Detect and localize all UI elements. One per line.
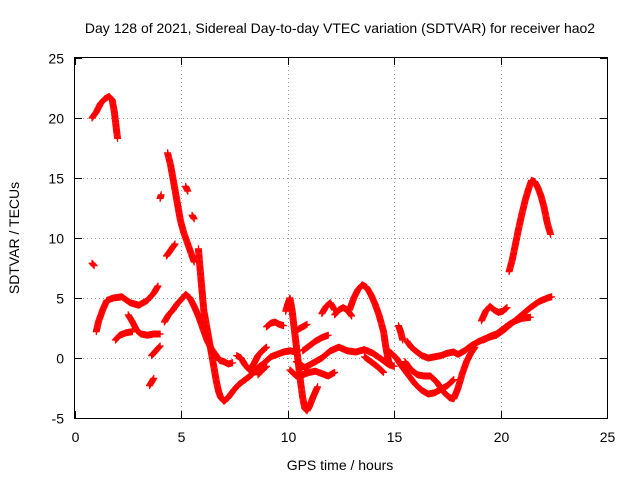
data-point xyxy=(157,191,165,199)
data-point xyxy=(324,331,332,339)
data-point xyxy=(378,367,386,375)
data-point xyxy=(156,342,164,350)
data-point xyxy=(386,361,394,369)
series-arc-11 xyxy=(164,149,198,266)
x-tick-label: 25 xyxy=(600,429,616,445)
y-tick-label: -5 xyxy=(52,411,65,427)
data-point xyxy=(263,362,271,370)
series-arc-33 xyxy=(505,176,555,276)
series-arc-4 xyxy=(111,328,136,344)
series-arc-3 xyxy=(92,282,162,336)
tick-labels: 0 5 10 15 20 25 -5 0 5 10 15 20 25 xyxy=(48,51,615,446)
data-point xyxy=(399,336,407,344)
data-point xyxy=(380,368,388,376)
series-arc-10 xyxy=(163,240,179,260)
series-arc-9 xyxy=(160,290,236,368)
series-arc-7 xyxy=(148,342,164,360)
series-arc-21 xyxy=(299,331,332,355)
series-arc-20 xyxy=(292,343,398,372)
data-point xyxy=(449,376,457,384)
grid xyxy=(75,58,607,418)
data-point xyxy=(170,242,178,250)
series-arc-32 xyxy=(480,313,534,344)
data-point xyxy=(184,187,192,195)
x-axis-title: GPS time / hours xyxy=(287,457,394,473)
series-arc-19 xyxy=(286,366,339,380)
data-point xyxy=(171,240,179,248)
series-arc-15 xyxy=(233,343,271,374)
y-tick-label: 20 xyxy=(48,111,64,127)
data-point xyxy=(347,311,355,319)
series-arc-12 xyxy=(182,182,192,195)
y-axis-title: SDTVAR / TECUs xyxy=(6,182,22,294)
series-arc-28 xyxy=(386,348,458,398)
data-point xyxy=(154,282,162,290)
series-arc-5 xyxy=(124,311,164,339)
y-tick-label: 25 xyxy=(48,51,64,67)
y-tick-label: 0 xyxy=(56,351,64,367)
x-tick-label: 15 xyxy=(387,429,403,445)
data-point xyxy=(280,322,288,330)
series-arc-14 xyxy=(194,245,300,405)
data-point xyxy=(448,377,456,385)
data-point xyxy=(450,376,458,384)
series-arc-1 xyxy=(88,92,122,142)
series-arc-31 xyxy=(477,302,511,325)
series-arc-16 xyxy=(254,362,271,379)
series-arc-6 xyxy=(145,374,158,390)
data-point xyxy=(89,260,97,268)
y-tick-label: 15 xyxy=(48,171,64,187)
data-point xyxy=(547,230,555,238)
series-arc-30 xyxy=(403,293,556,362)
data-point xyxy=(503,304,511,312)
x-tick-label: 5 xyxy=(178,429,186,445)
series-arc-23 xyxy=(318,299,339,318)
series-arc-27 xyxy=(394,322,407,344)
chart-title: Day 128 of 2021, Sidereal Day-to-day VTE… xyxy=(85,20,595,36)
data-point xyxy=(548,293,556,301)
data-point xyxy=(390,362,398,370)
data-point xyxy=(331,368,339,376)
data-point xyxy=(263,343,271,351)
data-point xyxy=(89,261,97,269)
data-point xyxy=(303,320,311,328)
data-point xyxy=(155,344,163,352)
data-points xyxy=(88,92,556,415)
x-tick-label: 20 xyxy=(494,429,510,445)
x-tick-label: 10 xyxy=(281,429,297,445)
series-arc-22 xyxy=(294,320,311,333)
series-arc-2 xyxy=(88,259,98,270)
data-point xyxy=(90,262,98,270)
data-point xyxy=(114,134,122,142)
series-arc-26 xyxy=(360,353,388,376)
data-point xyxy=(526,313,534,321)
data-point xyxy=(150,374,158,382)
data-point xyxy=(156,330,164,338)
series-arc-13 xyxy=(188,211,198,223)
y-tick-label: 5 xyxy=(56,291,64,307)
data-point xyxy=(228,359,236,367)
series-arc-17 xyxy=(263,318,288,331)
data-point xyxy=(379,368,387,376)
data-point xyxy=(170,241,178,249)
data-point xyxy=(190,215,198,223)
plot-frame xyxy=(74,57,608,419)
series-arc-29 xyxy=(401,343,479,403)
data-point xyxy=(348,312,356,320)
data-point xyxy=(314,383,322,391)
data-point xyxy=(155,343,163,351)
y-tick-label: 10 xyxy=(48,231,64,247)
series-arc-8 xyxy=(156,191,165,202)
series-arc-25 xyxy=(346,281,394,369)
x-tick-label: 0 xyxy=(72,429,80,445)
